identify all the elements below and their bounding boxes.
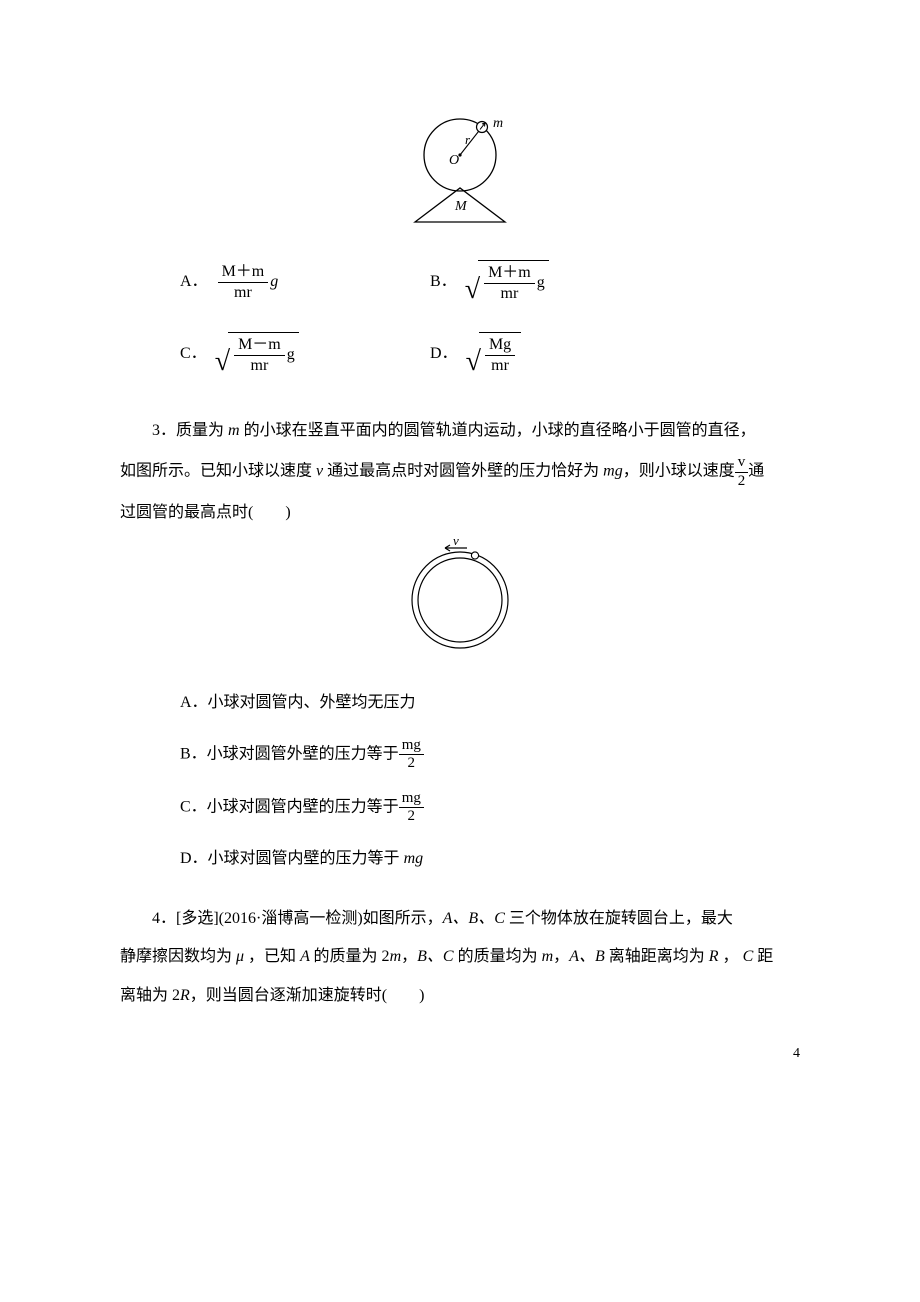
q2-option-C: C． √ M－m mr g [180,332,430,376]
q2-option-B: B． √ M＋m mr g [430,260,549,304]
page-content: m r O M A． M＋m mr g B． √ M＋m mr [0,0,920,1128]
cone-ball-diagram: m r O M [385,110,535,230]
q2-option-D: D． √ Mg mr [430,332,521,376]
q3-option-B: B．小球对圆管外壁的压力等于mg2 [180,737,800,773]
label-M: M [454,199,468,214]
q4-text-2: 静摩擦因数均为 μ ，已知 A 的质量为 2m，B、C 的质量均为 m，A、B … [120,942,800,972]
label-m: m [493,116,503,131]
q2-options-row-2: C． √ M－m mr g D． √ Mg mr [120,332,800,376]
q2-options-row-1: A． M＋m mr g B． √ M＋m mr g [120,260,800,304]
q3-option-A: A．小球对圆管内、外壁均无压力 [180,688,800,718]
q2-figure: m r O M [120,110,800,230]
q3-figure: v [120,538,800,658]
q3-text-3: 过圆管的最高点时( ) [120,498,800,528]
q2-option-A: A． M＋m mr g [180,260,430,304]
q3-option-D: D．小球对圆管内壁的压力等于 mg [180,844,800,874]
q3-text-2: 如图所示。已知小球以速度 v 通过最高点时对圆管外壁的压力恰好为 mg，则小球以… [120,454,800,490]
tube-diagram: v [395,538,525,658]
label-v: v [453,538,459,548]
q4-text: 4．[多选](2016·淄博高一检测)如图所示，A、B、C 三个物体放在旋转圆台… [120,904,800,934]
label-r: r [465,132,471,147]
q3-text: 3．质量为 m 的小球在竖直平面内的圆管轨道内运动，小球的直径略小于圆管的直径， [120,416,800,446]
q3-option-C: C．小球对圆管内壁的压力等于mg2 [180,790,800,826]
page-number: 4 [120,1041,800,1068]
label-O: O [449,153,459,168]
q4-text-3: 离轴为 2R，则当圆台逐渐加速旋转时( ) [120,981,800,1011]
